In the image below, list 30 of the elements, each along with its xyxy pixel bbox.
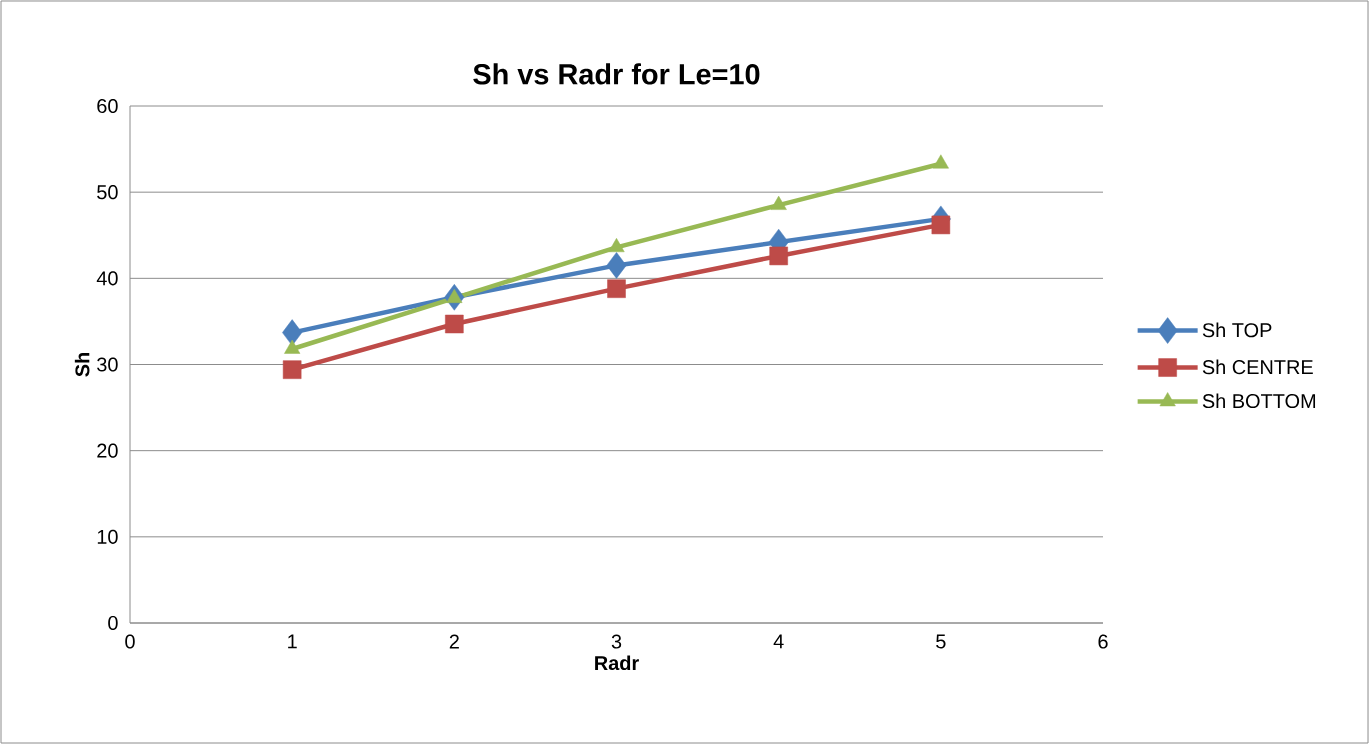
x-tick-label: 3	[611, 634, 622, 649]
x-tick-label: 4	[773, 634, 784, 649]
x-tick-label: 0	[125, 634, 135, 649]
y-tick-label: 10	[97, 529, 118, 544]
point	[445, 314, 464, 334]
x-tick-label: 5	[936, 634, 946, 649]
point	[606, 252, 627, 279]
y-axis-title: Sh	[74, 353, 90, 377]
x-tick-label: 1	[288, 634, 297, 649]
y-tick-label: 30	[97, 357, 118, 372]
y-tick-label: 50	[97, 185, 118, 200]
point	[282, 319, 303, 346]
legend-label: Sh TOP	[1202, 322, 1272, 338]
y-tick-label: 20	[97, 443, 118, 458]
y-tick-label: 60	[97, 98, 118, 114]
point	[282, 360, 302, 379]
point	[607, 279, 626, 298]
point	[931, 215, 951, 235]
point	[608, 238, 625, 253]
point	[932, 154, 949, 169]
y-tick-label: 0	[108, 615, 118, 631]
point	[769, 246, 788, 266]
x-tick-label: 6	[1098, 634, 1108, 649]
chart-title: Sh vs Radr for Le=10	[473, 63, 760, 85]
legend-label: Sh BOTTOM	[1202, 393, 1316, 409]
y-tick-label: 40	[96, 271, 118, 286]
x-tick-label: 2	[449, 634, 459, 649]
legend-label: Sh CENTRE	[1202, 359, 1313, 375]
point	[770, 195, 787, 210]
x-axis-title: Radr	[595, 655, 639, 671]
